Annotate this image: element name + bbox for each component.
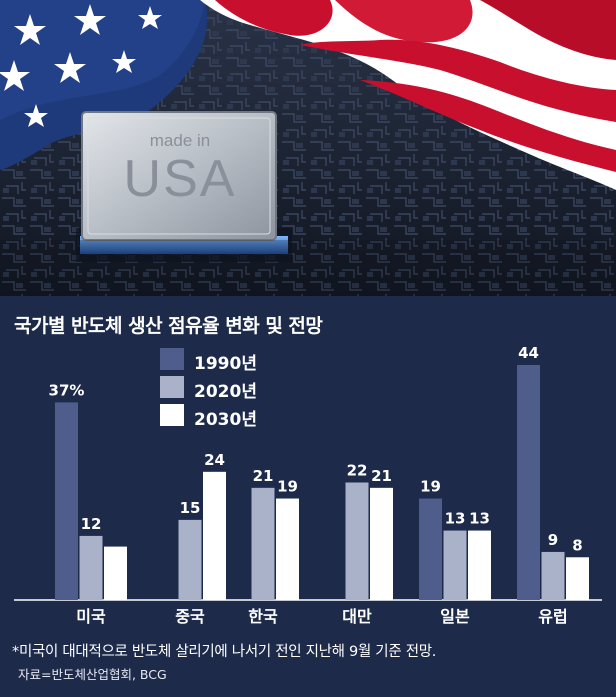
- category-label-2: 한국: [248, 607, 278, 626]
- data-label-2020-3: 22: [347, 462, 368, 480]
- flag-canton: [0, 0, 208, 170]
- legend-swatch-2030: [160, 404, 184, 426]
- chip-text-small: made in: [150, 131, 210, 150]
- bar-2020-1: [178, 519, 202, 600]
- bar-1990-5: [517, 365, 540, 600]
- data-label-2030-5: 8: [572, 536, 582, 554]
- hero-illustration: made in USA: [0, 0, 616, 296]
- data-label-1990-4: 19: [420, 478, 441, 496]
- bar-2030-1: [203, 471, 226, 600]
- bar-2020-2: [251, 487, 275, 600]
- category-label-5: 유럽: [538, 607, 567, 626]
- category-label-0: 미국: [76, 607, 106, 626]
- data-label-2020-0: 12: [81, 515, 102, 533]
- flag-stripes: [200, 0, 616, 190]
- chip-text-large: USA: [124, 150, 237, 208]
- bar-1990-0: [55, 402, 78, 600]
- bar-2020-0: [79, 535, 103, 600]
- data-label-2020-2: 21: [253, 467, 274, 485]
- data-label-2030-1: 24: [204, 451, 225, 469]
- bar-2020-5: [541, 551, 565, 600]
- bar-2030-2: [276, 498, 299, 600]
- bar-2030-0: [104, 546, 127, 600]
- bar-2020-3: [345, 482, 369, 600]
- data-label-2030-4: 13: [469, 510, 490, 528]
- legend-label-2030: 2030년: [194, 410, 257, 430]
- data-label-2030-2: 19: [277, 478, 298, 496]
- category-label-1: 중국: [175, 607, 205, 626]
- chart-source: 자료=반도체산업협회, BCG: [18, 667, 167, 682]
- bar-2030-4: [468, 530, 491, 600]
- category-label-3: 대만: [342, 607, 372, 626]
- bar-2030-5: [566, 557, 589, 600]
- data-label-2030-3: 21: [371, 467, 392, 485]
- made-in-usa-chip: made in USA: [76, 111, 292, 262]
- data-label-2020-4: 13: [445, 510, 466, 528]
- legend-label-2020: 2020년: [194, 382, 257, 402]
- legend-swatch-1990: [160, 348, 184, 370]
- data-label-2020-1: 15: [180, 499, 201, 517]
- category-label-4: 일본: [440, 607, 470, 626]
- legend-swatch-2020: [160, 376, 184, 398]
- data-label-2020-5: 9: [548, 531, 558, 549]
- bar-1990-4: [419, 498, 442, 600]
- bar-2020-4: [443, 530, 467, 600]
- data-label-1990-0: 37%: [49, 381, 85, 399]
- legend-label-1990: 1990년: [194, 354, 257, 374]
- bar-2030-3: [370, 487, 393, 600]
- data-label-1990-5: 44: [518, 344, 539, 362]
- chart-title: 국가별 반도체 생산 점유율 변화 및 전망: [14, 315, 323, 337]
- chart-footnote: *미국이 대대적으로 반도체 살리기에 나서기 전인 지난해 9월 기준 전망.: [12, 644, 437, 660]
